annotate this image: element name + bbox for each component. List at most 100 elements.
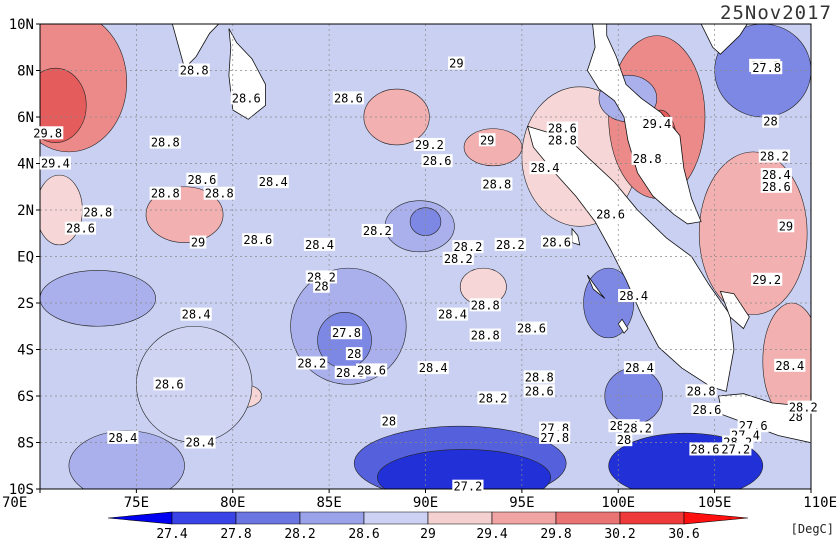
contour-label-text: 28 <box>763 115 777 129</box>
contour-label-bg <box>345 347 363 361</box>
lon-label: 105E <box>698 495 732 511</box>
contour-label-text: 28.2 <box>444 252 473 266</box>
lon-label: 75E <box>124 495 149 511</box>
contour-label-bg <box>107 430 139 444</box>
contour-label-bg <box>313 279 330 293</box>
contour-label-text: 28.4 <box>305 238 334 252</box>
contour-label-text: 27.2 <box>721 442 750 456</box>
lon-label: 110E <box>803 495 837 511</box>
contour-label-text: 28.6 <box>691 442 720 456</box>
contour-label-bg <box>760 179 792 193</box>
contour-label-text: 28.4 <box>531 161 560 175</box>
contour-label: 28.8 <box>481 177 513 191</box>
colorbar-segment <box>427 511 493 525</box>
contour-label-text: 28.4 <box>419 361 448 375</box>
contour-label: 28.4 <box>623 361 656 375</box>
contour-label-bg <box>787 400 819 414</box>
contour-label: 28.2 <box>494 237 526 252</box>
contour-label: 28.4 <box>760 168 792 182</box>
contour-label: 28.6 <box>523 384 555 398</box>
contour-label-text: 28.4 <box>625 361 654 375</box>
contour-label-bg <box>82 205 114 219</box>
contour-label: 28.2 <box>787 400 819 415</box>
contour-label-text: 27.8 <box>540 431 569 445</box>
colorbar-label: 29.8 <box>540 527 571 542</box>
lat-label: 2N <box>17 203 34 219</box>
contour-label: 28.6 <box>540 235 573 250</box>
lon-label: 100E <box>601 495 635 511</box>
contour-label: 28.4 <box>774 358 806 373</box>
warm-core-arabian <box>40 67 87 143</box>
contour-label: 29 <box>448 56 465 71</box>
contour-label-text: 28.4 <box>186 436 215 450</box>
contour-label-bg <box>777 219 795 233</box>
contour-label-bg <box>760 168 792 182</box>
contour-label-bg <box>523 384 555 398</box>
contour-label-bg <box>539 430 571 444</box>
contour-label-text: 28.2 <box>363 224 392 238</box>
contour-label-bg <box>184 435 216 449</box>
contour-label-bg <box>361 223 393 237</box>
contour-label-text: 28.4 <box>438 308 467 322</box>
lon-label: 95E <box>509 495 534 511</box>
contour-label-text: 29 <box>480 133 494 147</box>
contour-label: 27.8 <box>539 430 571 445</box>
contour-label-bg <box>452 479 484 493</box>
contour-label: 28.8 <box>685 384 717 398</box>
lon-label: 80E <box>220 495 245 511</box>
contour-label: 28.8 <box>149 186 181 201</box>
contour-label-text: 27.8 <box>752 61 781 75</box>
contour-label-bg <box>257 175 289 189</box>
contour-label-bg <box>689 442 721 456</box>
contour-label: 28.2 <box>442 251 474 266</box>
lat-label: 10S <box>9 482 34 498</box>
contour-label: 28.6 <box>186 172 218 187</box>
contour-label-text: 28.4 <box>619 289 648 303</box>
lon-label: 70E <box>2 495 27 511</box>
contour-label-bg <box>296 356 328 370</box>
colorbar-label: 28.6 <box>348 527 379 542</box>
contour-label: 28.2 <box>758 149 790 164</box>
contour-label-bg <box>481 177 513 191</box>
contour-label: 29.4 <box>39 156 72 171</box>
contour-label: 27.2 <box>452 479 484 494</box>
contour-label: 29 <box>478 133 496 147</box>
contour-label: 28.8 <box>82 205 114 219</box>
contour-label-text: 28 <box>314 280 328 294</box>
contour-label-text: 28.8 <box>482 177 511 191</box>
contour-label-bg <box>303 237 336 251</box>
lat-label: 6S <box>17 389 34 405</box>
contour-label: 28 <box>762 114 779 129</box>
contour-label-bg <box>751 272 783 286</box>
contour-label: 28.4 <box>417 361 449 375</box>
contour-label-bg <box>546 121 578 135</box>
contour-label: 28.6 <box>242 233 274 247</box>
contour-label: 28.8 <box>203 186 235 201</box>
contour-label: 28.2 <box>621 421 654 436</box>
contour-label: 28.4 <box>257 175 289 189</box>
land-pagai <box>617 318 629 334</box>
contour-label: 27.2 <box>720 442 752 456</box>
contour-label: 27.8 <box>751 61 783 75</box>
contour-label-bg <box>380 414 398 428</box>
contour-label-bg <box>546 133 578 147</box>
contour-label-text: 29.4 <box>642 117 671 131</box>
contour-label-bg <box>469 328 501 342</box>
colorbar-segment <box>555 511 621 525</box>
lat-label: 6N <box>17 110 34 126</box>
contour-label-text: 29 <box>779 219 793 233</box>
contour-label-bg <box>186 172 218 186</box>
contour-label-bg <box>149 186 181 200</box>
lat-label: 10N <box>9 17 34 33</box>
contour-label: 28.4 <box>303 237 336 252</box>
cool-patch-west <box>40 270 156 327</box>
contour-label-text: 28.6 <box>423 154 452 168</box>
contour-label: 28.2 <box>452 240 484 254</box>
contour-label-bg <box>529 161 561 175</box>
land-india-tip <box>171 24 220 69</box>
contour-label-text: 28.6 <box>155 377 184 391</box>
contour-label-bg <box>355 363 388 377</box>
colorbar-label: 27.8 <box>220 527 251 542</box>
contour-label: 28.6 <box>355 363 388 377</box>
